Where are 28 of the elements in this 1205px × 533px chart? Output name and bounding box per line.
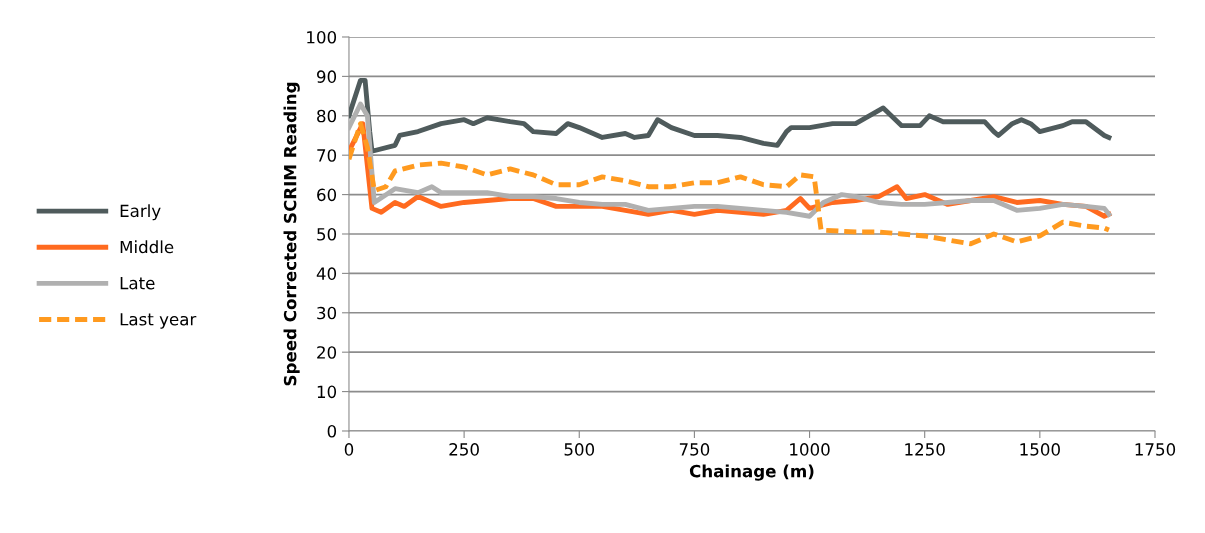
x-tick-label: 1250 <box>905 443 945 456</box>
line-series <box>348 121 1112 247</box>
line-series <box>348 77 1112 154</box>
legend-label: Late <box>120 277 155 290</box>
y-tick-label: 50 <box>317 227 337 241</box>
x-tick-label: 250 <box>449 443 479 456</box>
x-tick-label: 1750 <box>1135 443 1176 456</box>
y-tick-label: 70 <box>317 149 337 162</box>
x-tick-label: 750 <box>679 443 710 456</box>
y-tick-label: 100 <box>307 30 337 44</box>
legend-label: Early <box>120 204 161 221</box>
y-tick-label: 0 <box>327 424 337 438</box>
y-tick-label: 60 <box>317 188 337 202</box>
x-tick-label: 0 <box>344 443 354 456</box>
y-tick-label: 30 <box>317 306 337 320</box>
y-tick-label: 80 <box>317 109 337 123</box>
y-tick-label: 20 <box>317 346 337 359</box>
y-tick-label: 90 <box>317 70 337 83</box>
legend-label: Last year <box>120 313 197 329</box>
line-series <box>348 101 1112 219</box>
y-axis-title: Speed Corrected SCRIM Reading <box>283 82 300 386</box>
x-axis-title: Chainage (m) <box>689 464 814 481</box>
x-tick-label: 500 <box>564 443 595 456</box>
y-tick-label: 10 <box>317 385 337 399</box>
y-tick-label: 40 <box>316 267 337 280</box>
x-tick-label: 1000 <box>790 443 830 456</box>
x-tick-label: 1500 <box>1020 443 1060 456</box>
legend-label: Middle <box>120 240 174 254</box>
